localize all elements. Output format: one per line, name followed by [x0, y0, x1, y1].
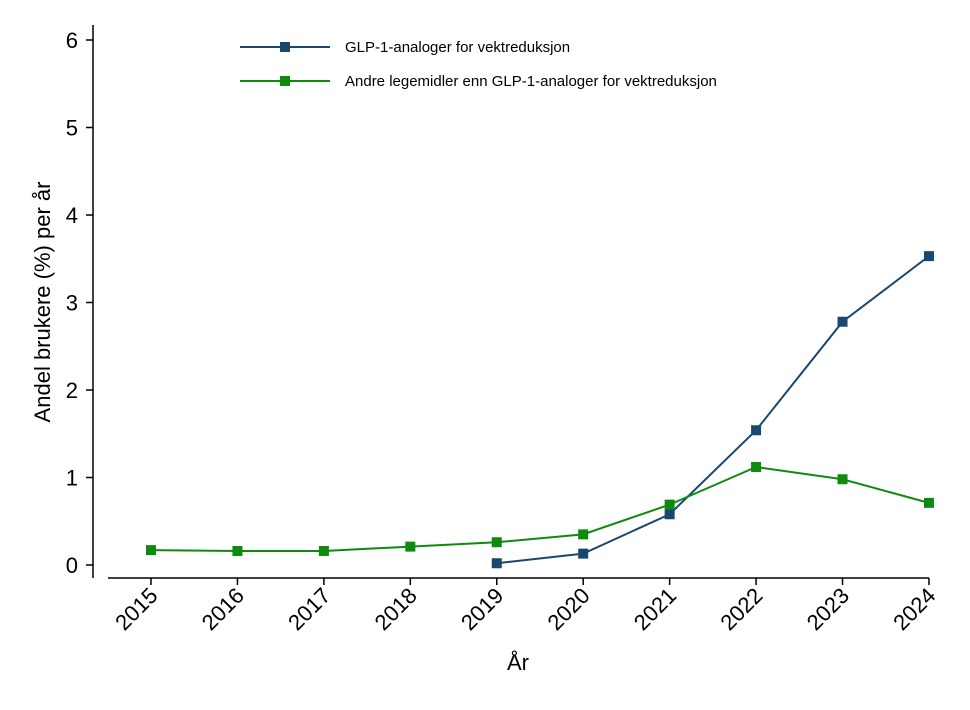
point [318, 546, 329, 556]
y-tick-label: 3 [66, 291, 78, 316]
y-axis-label: Andel brukere (%) per år [30, 182, 55, 423]
x-axis-label: År [507, 650, 529, 675]
y-tick-label: 4 [66, 203, 78, 228]
point [837, 474, 848, 485]
point [664, 499, 675, 510]
legend-marker [280, 76, 290, 86]
y-tick-label: 0 [66, 553, 78, 578]
point [146, 545, 156, 556]
point [491, 558, 502, 569]
series-line [150, 465, 930, 552]
point [837, 316, 848, 327]
point [578, 548, 589, 559]
y-tick-label: 1 [66, 466, 78, 491]
legend-marker [280, 42, 290, 52]
point [923, 497, 934, 508]
point [751, 425, 762, 436]
y-tick-label: 6 [66, 28, 78, 53]
series-line [496, 255, 930, 565]
point [405, 541, 416, 552]
point [664, 509, 675, 520]
point [491, 537, 502, 548]
point [578, 529, 589, 540]
point [751, 462, 762, 472]
legend-label: GLP-1-analoger for vektreduksjon [345, 39, 570, 56]
point [923, 251, 934, 262]
y-tick-label: 5 [66, 116, 78, 141]
y-tick-label: 2 [66, 378, 78, 403]
point [232, 546, 243, 556]
legend-label: Andre legemidler enn GLP-1-analoger for … [345, 73, 717, 90]
